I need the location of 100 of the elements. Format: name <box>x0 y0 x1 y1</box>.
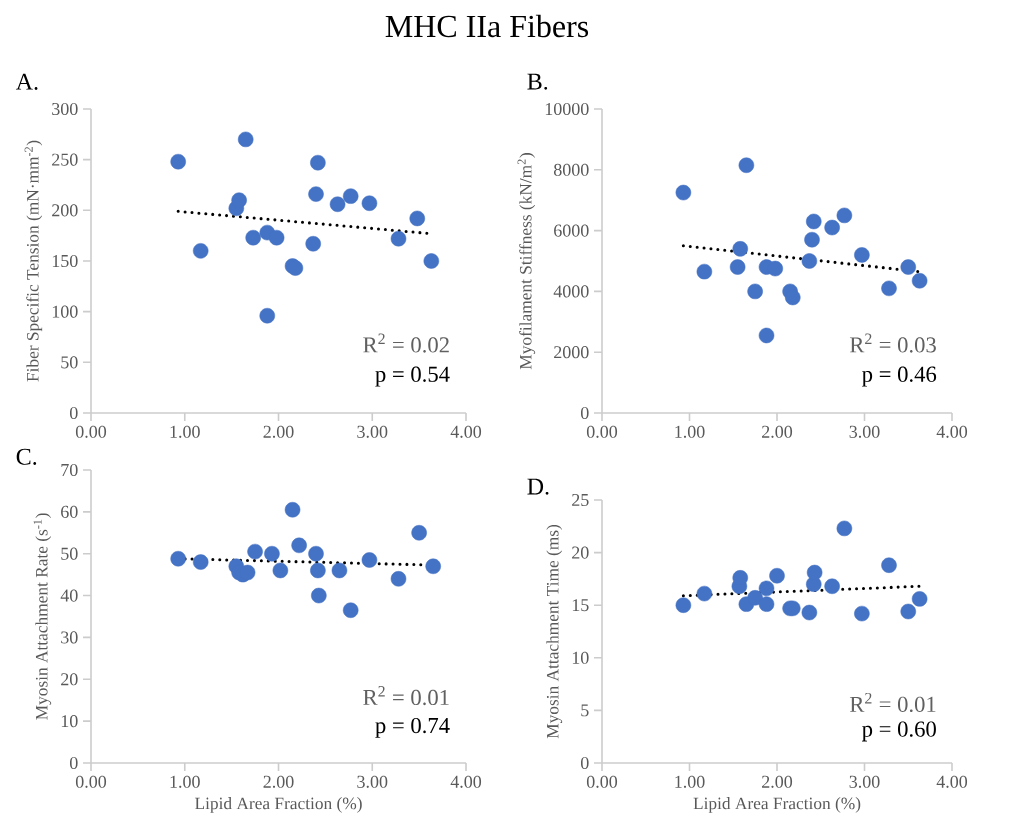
point <box>284 502 301 518</box>
y-tick-label: 250 <box>52 153 78 166</box>
point <box>900 259 916 275</box>
annotation: p = 0.46 <box>862 366 937 387</box>
y-tick-label: 5 <box>581 704 589 717</box>
x-tick-label: 0.00 <box>75 425 107 438</box>
point <box>911 273 928 289</box>
x-tick-label: 2.00 <box>762 425 793 438</box>
point <box>767 260 783 277</box>
annotation: R$^{2}$ = 0.01 <box>849 692 936 713</box>
point <box>785 289 801 306</box>
x-tick-label: 1.00 <box>170 775 200 788</box>
y-tick-label: 15 <box>572 599 589 612</box>
point <box>675 597 692 613</box>
point <box>311 587 327 604</box>
y-tick-label: 0 <box>580 406 589 420</box>
x-tick-label: 1.00 <box>675 775 705 788</box>
x-tick-label: 2.00 <box>762 775 793 788</box>
x-axis-title: Lipid Area Fraction (%) <box>693 797 861 813</box>
point <box>758 580 775 597</box>
point <box>836 520 853 537</box>
point <box>729 259 746 275</box>
point <box>268 229 285 246</box>
y-tick-label: 50 <box>61 356 78 369</box>
point <box>192 554 209 570</box>
point <box>696 585 713 602</box>
x-tick-label: 1.00 <box>170 425 200 438</box>
y-tick-label: 70 <box>61 463 78 477</box>
point <box>264 545 280 562</box>
y-tick-label: 100 <box>52 305 78 318</box>
y-tick-label: 25 <box>572 493 589 507</box>
y-axis-title: Myosin Attachment Time (ms) <box>546 524 563 739</box>
annotation: R$^{2}$ = 0.03 <box>849 333 936 353</box>
y-tick-label: 0 <box>580 756 589 770</box>
point <box>804 231 820 248</box>
y-tick-label: 40 <box>60 589 78 602</box>
y-tick-label: 150 <box>52 254 78 268</box>
point <box>900 603 916 620</box>
x-tick-label: 3.00 <box>357 425 388 438</box>
x-tick-label: 2.00 <box>263 425 294 438</box>
point <box>291 537 307 554</box>
x-axis-title: Lipid Area Fraction (%) <box>195 797 362 813</box>
point <box>801 604 818 621</box>
point <box>259 307 275 324</box>
point <box>192 243 209 259</box>
y-tick-label: 20 <box>61 673 78 686</box>
point <box>824 219 840 236</box>
y-tick-label: 10 <box>572 651 589 664</box>
y-tick-label: 200 <box>52 204 78 217</box>
point <box>854 605 870 622</box>
point <box>170 153 186 170</box>
point <box>305 236 321 252</box>
point <box>425 558 441 574</box>
x-tick-label: 2.00 <box>263 775 294 788</box>
point <box>911 591 928 607</box>
point <box>836 207 853 224</box>
y-tick-label: 0 <box>69 756 78 770</box>
x-tick-label: 3.00 <box>849 425 880 438</box>
point <box>747 283 763 300</box>
x-tick-label: 3.00 <box>849 775 880 788</box>
point <box>409 210 425 227</box>
chart-title: MHC IIa Fibers <box>385 14 589 38</box>
point <box>170 550 186 567</box>
y-tick-label: 10 <box>61 715 78 728</box>
point <box>806 564 823 581</box>
point <box>881 280 897 297</box>
y-tick-label: 8000 <box>553 163 589 176</box>
y-tick-label: 30 <box>61 631 78 644</box>
point <box>824 578 840 594</box>
point <box>310 154 326 171</box>
x-tick-label: 4.00 <box>936 775 968 788</box>
point <box>854 247 870 263</box>
x-tick-label: 0.00 <box>586 775 618 788</box>
point <box>361 195 378 211</box>
point <box>738 157 755 173</box>
point <box>390 230 407 247</box>
point <box>329 196 346 212</box>
point <box>308 186 324 202</box>
y-tick-label: 60 <box>61 505 78 518</box>
point <box>675 184 692 201</box>
point <box>247 543 263 560</box>
point <box>272 562 289 579</box>
point <box>231 192 247 208</box>
x-tick-label: 4.00 <box>936 425 968 438</box>
x-tick-label: 0.00 <box>586 425 618 438</box>
point <box>696 263 713 280</box>
y-tick-label: 6000 <box>554 224 589 237</box>
annotation: p = 0.74 <box>375 717 450 738</box>
y-tick-label: 0 <box>69 406 78 420</box>
chart-subtitle: B. <box>527 73 548 90</box>
annotation: R$^{2}$ = 0.02 <box>363 333 449 353</box>
point <box>237 131 254 148</box>
y-axis-title: Fiber Specific Tension (mN·mm$^{-2}$) <box>24 140 43 382</box>
annotation: R$^{2}$ = 0.01 <box>363 685 449 706</box>
chart-subtitle: A. <box>15 73 38 90</box>
y-tick-label: 10000 <box>545 102 589 116</box>
chart-subtitle: D. <box>527 478 549 495</box>
point <box>732 241 748 257</box>
point <box>769 568 785 584</box>
x-tick-label: 4.00 <box>450 775 482 788</box>
